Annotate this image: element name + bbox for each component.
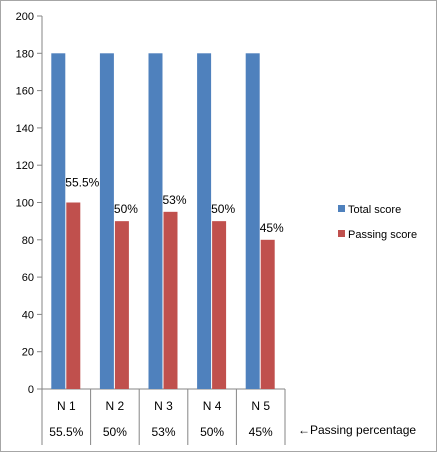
y-tick-label: 40: [22, 309, 34, 321]
passing-percentage-value: 55.5%: [49, 425, 83, 439]
passing-percentage-value: 50%: [200, 425, 224, 439]
y-tick-label: 200: [16, 11, 34, 23]
data-label-passing: 45%: [260, 221, 284, 235]
bar-total-score: [245, 53, 260, 390]
bar-total-score: [197, 53, 212, 390]
passing-percentage-value: 50%: [103, 425, 127, 439]
bar-passing-score: [114, 221, 129, 389]
x-category-label: N 1: [57, 399, 76, 413]
x-category-label: N 5: [251, 399, 270, 413]
data-label-passing: 50%: [114, 202, 138, 216]
x-category-label: N 3: [154, 399, 173, 413]
y-tick-label: 80: [22, 235, 34, 247]
passing-percentage-label: ←Passing percentage: [298, 423, 416, 437]
bar-passing-score: [163, 211, 178, 389]
bar-passing-score: [212, 221, 227, 389]
x-category-label: N 4: [203, 399, 222, 413]
data-label-passing: 50%: [211, 202, 235, 216]
y-tick-label: 180: [16, 48, 34, 60]
legend-swatch-total: [338, 205, 345, 212]
y-tick-label: 140: [16, 123, 34, 135]
y-tick-label: 120: [16, 160, 34, 172]
bar-total-score: [148, 53, 163, 390]
y-tick-label: 0: [28, 384, 34, 396]
legend-label-passing: Passing score: [348, 229, 417, 241]
data-label-passing: 55.5%: [65, 176, 99, 190]
bar-passing-score: [260, 239, 275, 389]
legend-label-total: Total score: [348, 204, 401, 216]
legend-swatch-passing: [338, 230, 345, 237]
data-label-passing: 53%: [163, 193, 187, 207]
bar-total-score: [51, 53, 66, 390]
y-tick-label: 60: [22, 272, 34, 284]
bar-passing-score: [66, 202, 81, 389]
passing-percentage-value: 53%: [151, 425, 175, 439]
bar-total-score: [99, 53, 114, 390]
passing-percentage-value: 45%: [249, 425, 273, 439]
y-tick-label: 20: [22, 347, 34, 359]
y-tick-label: 160: [16, 86, 34, 98]
x-category-label: N 2: [106, 399, 125, 413]
y-tick-label: 100: [16, 198, 34, 210]
